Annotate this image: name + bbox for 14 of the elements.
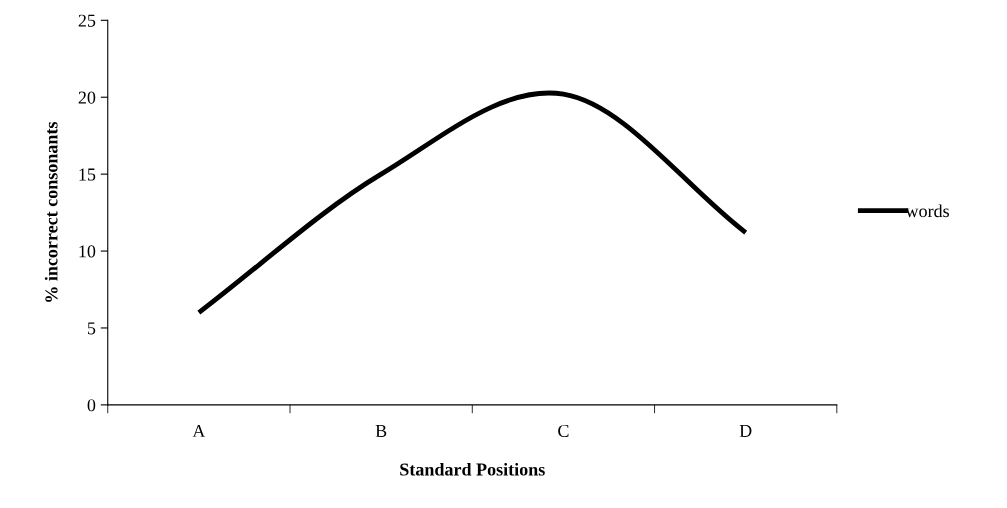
x-tick-label: C xyxy=(558,424,569,438)
x-tick-label: D xyxy=(739,425,752,437)
y-tick-label: 25 xyxy=(78,14,96,27)
y-tick-label: 20 xyxy=(78,91,96,104)
x-axis-title: Standard Positions xyxy=(400,462,545,476)
y-tick-label: 10 xyxy=(79,245,96,258)
legend-label: words xyxy=(905,204,949,218)
y-tick-label: 5 xyxy=(87,322,96,335)
line-series xyxy=(196,90,749,316)
y-tick-label: 0 xyxy=(87,399,96,412)
x-tick-label: B xyxy=(375,425,387,437)
x-tick-label: A xyxy=(192,424,206,437)
y-tick-label: 15 xyxy=(79,168,96,181)
y-axis-title: % incorrect consonants xyxy=(44,121,58,302)
